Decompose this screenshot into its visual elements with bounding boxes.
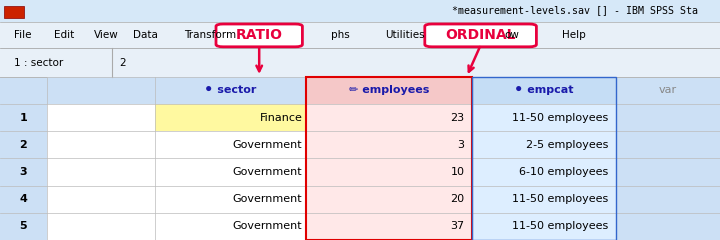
Text: 3: 3 — [457, 140, 464, 150]
Text: RATIO: RATIO — [235, 28, 283, 42]
Text: 20: 20 — [450, 194, 464, 204]
Text: Utilities: Utilities — [385, 30, 425, 40]
Bar — [155, 104, 306, 131]
Text: Transform: Transform — [184, 30, 235, 40]
Bar — [47, 77, 155, 104]
Text: Government: Government — [233, 140, 302, 150]
Text: 3: 3 — [19, 167, 27, 177]
Text: Edit: Edit — [54, 30, 74, 40]
Text: ✏ employees: ✏ employees — [348, 85, 429, 95]
Text: 4: 4 — [19, 194, 27, 204]
Text: ORDINAL: ORDINAL — [446, 28, 516, 42]
Bar — [47, 77, 155, 240]
Text: ⚫ sector: ⚫ sector — [204, 85, 256, 95]
Bar — [0, 77, 47, 240]
Text: *measurement-levels.sav [] - IBM SPSS Sta: *measurement-levels.sav [] - IBM SPSS St… — [452, 6, 698, 16]
Bar — [306, 77, 472, 240]
Text: 2: 2 — [19, 140, 27, 150]
Bar — [0, 48, 720, 77]
Bar — [155, 77, 306, 104]
Text: var: var — [659, 85, 677, 95]
Bar — [472, 77, 616, 104]
Bar — [0, 22, 720, 48]
Text: 37: 37 — [450, 221, 464, 231]
Text: 2-5 employees: 2-5 employees — [526, 140, 608, 150]
Bar — [0, 0, 720, 22]
Text: View: View — [94, 30, 118, 40]
Text: 11-50 employees: 11-50 employees — [512, 221, 608, 231]
Bar — [472, 77, 616, 240]
Text: 2: 2 — [119, 58, 125, 68]
Bar — [4, 6, 24, 18]
Text: Government: Government — [233, 167, 302, 177]
Text: Data: Data — [133, 30, 158, 40]
Text: 1 : sector: 1 : sector — [14, 58, 63, 68]
Bar — [306, 77, 472, 240]
Text: Finance: Finance — [259, 113, 302, 123]
Text: 23: 23 — [450, 113, 464, 123]
Text: Government: Government — [233, 221, 302, 231]
Text: ow: ow — [504, 30, 519, 40]
Bar — [306, 77, 472, 104]
Text: 11-50 employees: 11-50 employees — [512, 194, 608, 204]
Text: 6-10 employees: 6-10 employees — [519, 167, 608, 177]
Text: Government: Government — [233, 194, 302, 204]
Text: File: File — [14, 30, 32, 40]
Text: 10: 10 — [451, 167, 464, 177]
Bar — [616, 77, 720, 240]
Text: ⚫ empcat: ⚫ empcat — [514, 85, 573, 95]
Text: 11-50 employees: 11-50 employees — [512, 113, 608, 123]
FancyBboxPatch shape — [216, 24, 302, 47]
Text: 1: 1 — [19, 113, 27, 123]
Bar — [472, 77, 616, 240]
Text: 5: 5 — [19, 221, 27, 231]
FancyBboxPatch shape — [425, 24, 536, 47]
Text: Help: Help — [562, 30, 585, 40]
Text: phs: phs — [331, 30, 350, 40]
